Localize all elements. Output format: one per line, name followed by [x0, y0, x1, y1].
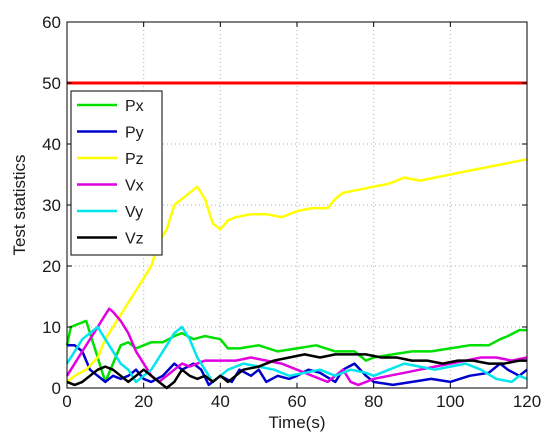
x-tick-label: 100: [436, 392, 464, 411]
y-tick-label: 10: [42, 318, 61, 337]
legend-label-vz: Vz: [125, 231, 144, 248]
series-line-vx: [65, 307, 528, 387]
x-tick-label: 0: [62, 392, 71, 411]
series-line-vy: [65, 325, 528, 384]
x-axis-label: Time(s): [269, 413, 326, 432]
x-tick-labels: 0 20 40 60 80 100 120: [62, 392, 541, 411]
x-tick-label: 120: [513, 392, 541, 411]
y-tick-labels: 0 10 20 30 40 50 60: [42, 13, 61, 398]
legend-box: [70, 90, 163, 256]
legend-label-pz: Pz: [125, 151, 144, 168]
series-line-px: [65, 319, 527, 384]
axis-ticks: [66, 21, 528, 389]
y-tick-label: 20: [42, 257, 61, 276]
x-tick-label: 40: [211, 392, 230, 411]
x-tick-label: 80: [364, 392, 383, 411]
legend-label-vx: Vx: [125, 178, 144, 195]
series-line-vz: [66, 353, 527, 390]
y-tick-label: 30: [42, 196, 61, 215]
x-tick-label: 60: [288, 392, 307, 411]
legend-label-px: Px: [125, 98, 144, 115]
y-tick-label: 50: [42, 74, 61, 93]
legend-label-vy: Vy: [125, 204, 143, 221]
legend-label-py: Py: [125, 125, 144, 142]
y-axis-label: Test statistics: [10, 154, 29, 255]
series-line-pz: [66, 158, 528, 383]
y-tick-label: 40: [42, 135, 61, 154]
y-tick-label: 0: [52, 379, 61, 398]
series-lines: [65, 158, 528, 390]
x-tick-label: 20: [134, 392, 153, 411]
legend: Px Py Pz Vx Vy Vz: [70, 90, 163, 256]
y-tick-label: 60: [42, 13, 61, 32]
